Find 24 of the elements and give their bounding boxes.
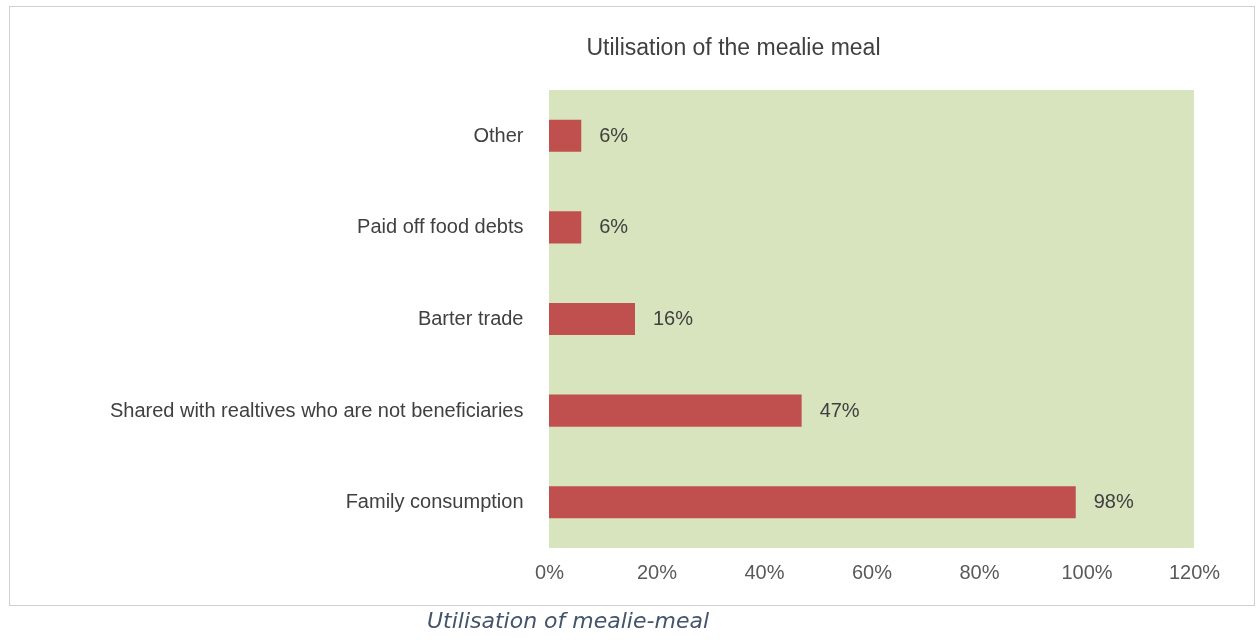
bar xyxy=(549,394,802,427)
bar xyxy=(549,302,635,336)
chart-title: Utilisation of the mealie meal xyxy=(586,34,881,60)
x-tick-label: 60% xyxy=(851,560,893,583)
y-tick-label: Other xyxy=(473,123,524,146)
x-tick-label: 80% xyxy=(959,560,1000,583)
y-tick-label: Barter trade xyxy=(417,307,524,329)
text: Utilisation of mealie-meal xyxy=(425,608,710,633)
y-tick-label: Family consumption xyxy=(345,490,524,513)
x-tick-label: 40% xyxy=(744,560,785,583)
data-label: 98% xyxy=(1093,490,1134,513)
data-label: 16% xyxy=(653,307,694,329)
bar xyxy=(549,211,582,244)
data-label: 6% xyxy=(599,123,629,146)
x-tick-label: 120% xyxy=(1168,560,1221,583)
x-tick-label: 20% xyxy=(636,560,678,583)
x-tick-label: 100% xyxy=(1061,560,1113,583)
data-label: 47% xyxy=(819,398,860,421)
y-tick-label: Shared with realtives who are not beneficiaries xyxy=(109,398,524,421)
y-tick-label: Paid off food debts xyxy=(357,215,524,238)
bar xyxy=(549,119,582,152)
bar xyxy=(549,486,1076,519)
x-tick-label: 0% xyxy=(535,560,565,583)
data-label: 6% xyxy=(599,215,629,238)
